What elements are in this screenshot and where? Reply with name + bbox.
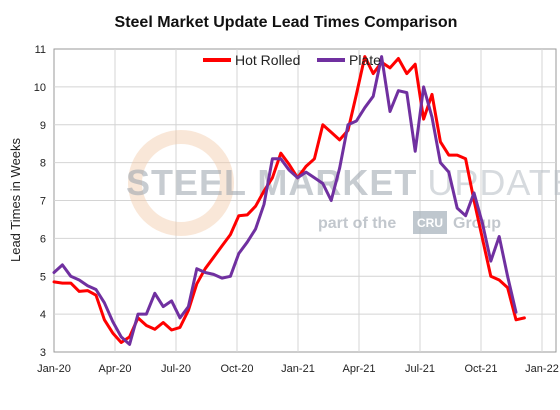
y-tick-label: 7 xyxy=(40,196,46,208)
watermark-tagline-end: Group xyxy=(453,215,501,232)
watermark-badge-label: CRU xyxy=(417,216,443,230)
y-tick-label: 11 xyxy=(35,44,46,56)
y-tick-label: 3 xyxy=(40,347,46,359)
y-tick-label: 6 xyxy=(40,233,46,245)
watermark-circle-icon xyxy=(128,130,234,236)
x-tick-label: Jan-21 xyxy=(281,363,315,375)
x-tick-label: Apr-21 xyxy=(342,363,375,375)
x-tick-label: Jul-21 xyxy=(405,363,435,375)
series-line-plate xyxy=(52,55,518,346)
chart-title: Steel Market Update Lead Times Compariso… xyxy=(115,14,458,31)
x-tick-label: Jul-20 xyxy=(161,363,191,375)
y-axis-label: Lead Times in Weeks xyxy=(8,137,23,262)
legend-label-plate: Plate xyxy=(349,52,381,68)
watermark-badge xyxy=(413,211,447,234)
y-tick-label: 8 xyxy=(40,158,46,170)
gridlines: 3 4 5 6 7 8 9 10 11 xyxy=(34,44,556,359)
watermark-tagline-start: part of the xyxy=(318,215,396,232)
x-tick-label: Jan-20 xyxy=(37,363,71,375)
x-tick-label: Oct-20 xyxy=(220,363,253,375)
x-tick-label: Apr-20 xyxy=(98,363,131,375)
y-tick-label: 9 xyxy=(40,120,46,132)
y-tick-label: 4 xyxy=(40,309,46,321)
legend-label-hot-rolled: Hot Rolled xyxy=(235,52,300,68)
y-tick-label: 10 xyxy=(34,82,46,94)
watermark-brand: STEEL MARKETUPDATE xyxy=(126,162,560,203)
y-tick-label: 5 xyxy=(40,271,46,283)
x-tick-label: Jan-22 xyxy=(525,363,559,375)
legend: Hot Rolled Plate xyxy=(203,52,381,68)
x-axis-ticks: Jan-20 Apr-20 Jul-20 Oct-20 Jan-21 Apr-21 Jul-… xyxy=(37,363,559,375)
x-tick-label: Oct-21 xyxy=(464,363,497,375)
series-layer xyxy=(52,55,526,346)
